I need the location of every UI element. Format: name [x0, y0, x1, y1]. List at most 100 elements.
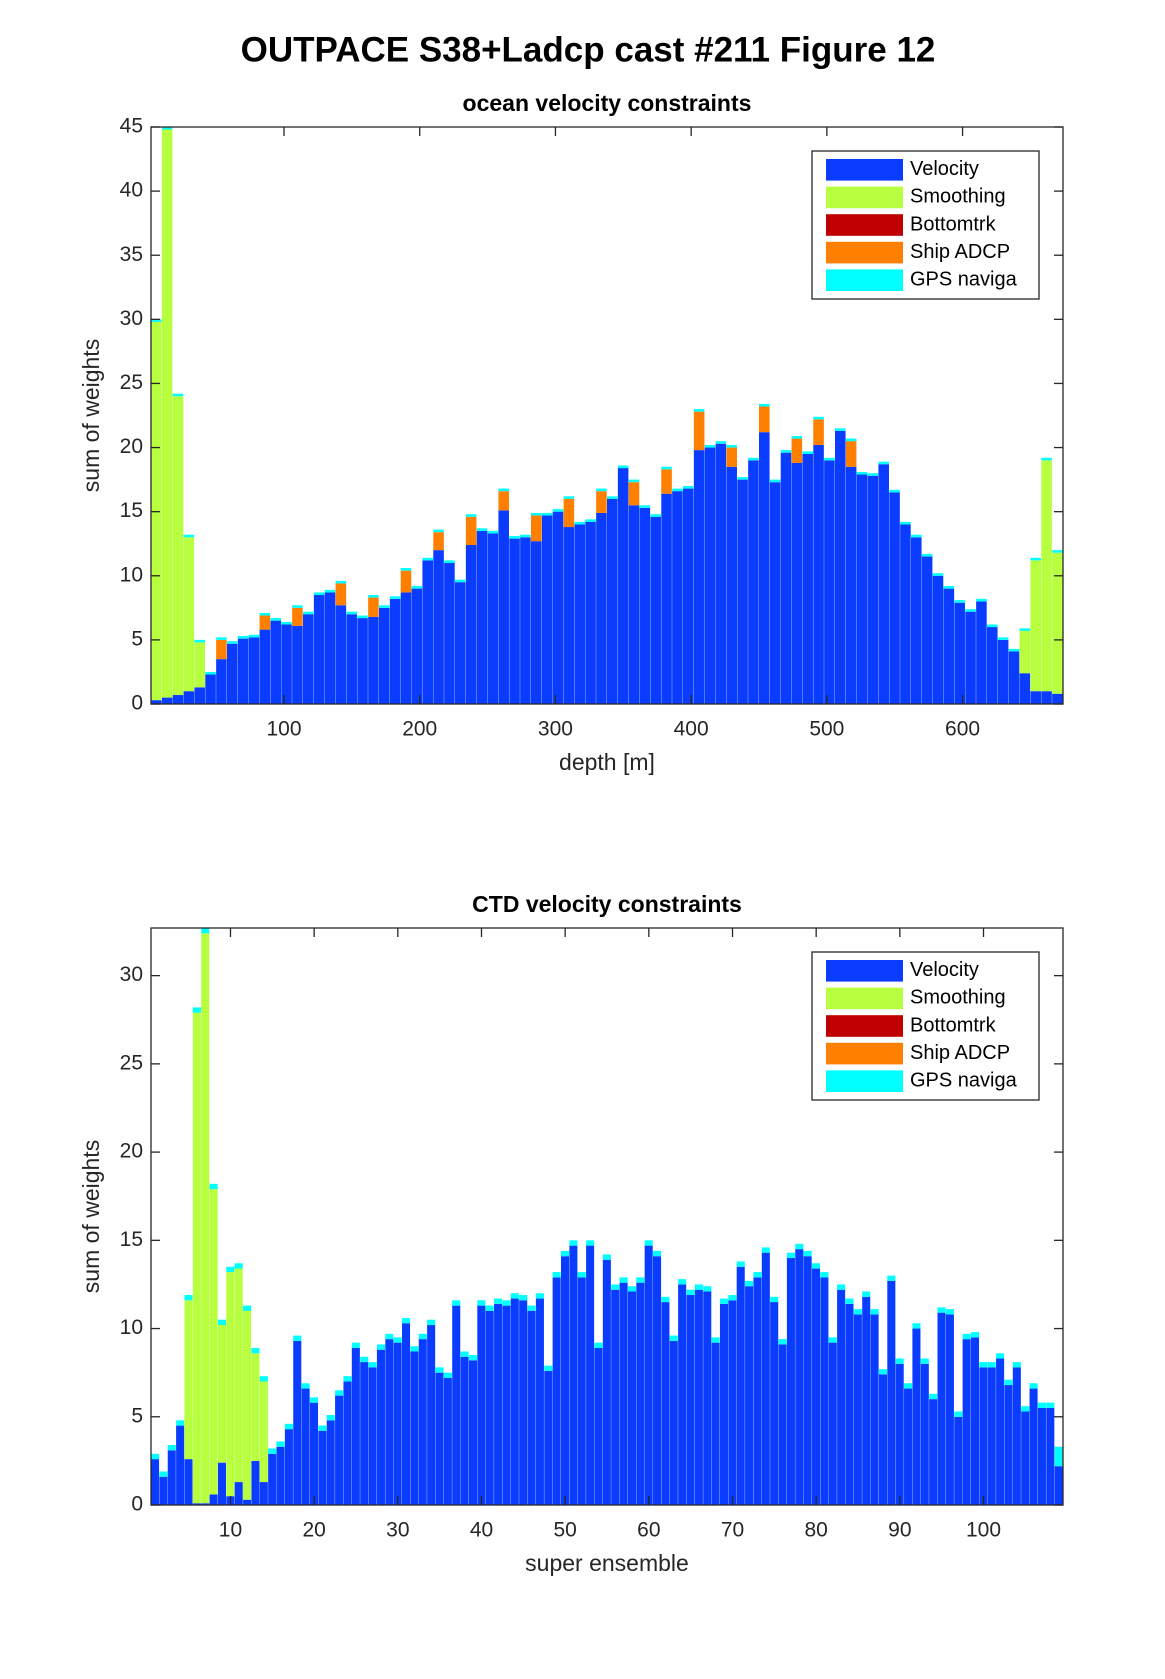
bar-segment	[726, 447, 737, 467]
bar-segment	[887, 1275, 896, 1281]
bar-segment	[487, 533, 499, 704]
bar-segment	[845, 441, 857, 467]
bar-segment	[161, 129, 173, 698]
bar-segment	[389, 598, 401, 704]
bar-segment	[987, 1367, 996, 1505]
bar-segment	[270, 620, 281, 704]
bar-segment	[672, 491, 683, 704]
bar-segment	[759, 432, 770, 704]
bar-segment	[586, 1240, 595, 1246]
bar-segment	[520, 537, 531, 704]
bar-segment	[669, 1335, 678, 1341]
bar-segment	[176, 1425, 185, 1505]
bar-segment	[943, 588, 955, 704]
bar-segment	[444, 560, 455, 563]
bar-segment	[318, 1425, 327, 1431]
bars	[151, 928, 1063, 1505]
bar-segment	[281, 624, 292, 704]
bar-segment	[704, 444, 716, 448]
bar-segment	[346, 611, 357, 615]
bar-segment	[1030, 557, 1041, 561]
bar-segment	[192, 1503, 201, 1505]
bar-segment	[853, 1314, 862, 1505]
bar-segment	[900, 521, 911, 525]
bar-segment	[217, 1462, 227, 1505]
bar-segment	[368, 595, 379, 598]
bar-segment	[243, 1499, 252, 1505]
bar-segment	[617, 465, 629, 469]
bar-segment	[452, 1305, 461, 1505]
bar-segment	[217, 1325, 227, 1463]
bar-segment	[477, 1305, 486, 1505]
bar-segment	[172, 695, 184, 704]
y-tick-label: 15	[120, 1228, 143, 1251]
bar-segment	[619, 1277, 628, 1283]
bar-segment	[292, 607, 303, 626]
bar-segment	[560, 1250, 570, 1257]
bar-segment	[485, 1310, 494, 1505]
bar-segment	[192, 1012, 201, 1504]
bar-segment	[937, 1307, 946, 1313]
bar-segment	[791, 462, 803, 704]
bar-segment	[862, 1296, 871, 1505]
bar-segment	[954, 600, 965, 603]
bar-segment	[737, 479, 748, 704]
bar-segment	[276, 1446, 285, 1505]
x-tick-label: 90	[888, 1519, 911, 1542]
y-tick-label: 45	[120, 115, 143, 138]
bar-segment	[335, 605, 347, 704]
bar-segment	[617, 468, 629, 704]
bar-segment	[728, 1300, 737, 1505]
bar-segment	[1052, 552, 1063, 694]
bar-segment	[594, 1342, 603, 1348]
bar-segment	[346, 614, 357, 704]
bar-segment	[422, 557, 433, 561]
bar-segment	[400, 592, 412, 704]
bar-segment	[201, 1503, 210, 1505]
bar-segment	[970, 1337, 980, 1505]
bar-segment	[259, 629, 271, 704]
bar-segment	[435, 1367, 444, 1373]
bar-segment	[900, 524, 911, 704]
bar-segment	[780, 452, 792, 704]
legend-label: Bottomtrk	[910, 1014, 997, 1036]
legend-label: Velocity	[910, 959, 979, 981]
bar-segment	[1030, 560, 1041, 692]
bar-segment	[856, 474, 868, 704]
bar-segment	[678, 1284, 687, 1505]
bar-segment	[669, 1340, 678, 1505]
bar-segment	[209, 1189, 218, 1495]
bar-segment	[824, 457, 835, 461]
bar-segment	[683, 488, 694, 704]
bar-segment	[161, 697, 173, 704]
bar-segment	[248, 634, 260, 638]
bar-segment	[227, 641, 238, 644]
bar-segment	[226, 1272, 235, 1497]
bar-segment	[726, 444, 737, 448]
bar-segment	[828, 1337, 837, 1343]
bar-segment	[962, 1333, 971, 1340]
bar-segment	[544, 1365, 553, 1371]
bar-segment	[694, 1284, 703, 1290]
bar-segment	[778, 1339, 787, 1345]
bar-segment	[845, 1303, 854, 1505]
bar-segment	[636, 1277, 645, 1283]
legend-label: GPS naviga	[910, 268, 1018, 290]
bar-segment	[468, 1355, 478, 1361]
bar-segment	[293, 1335, 302, 1341]
bar-segment	[410, 1351, 419, 1505]
bar-segment	[1008, 651, 1020, 704]
bar-segment	[357, 615, 368, 619]
x-tick-label: 100	[266, 718, 301, 741]
bar-segment	[243, 1305, 252, 1311]
y-tick-label: 10	[120, 1316, 143, 1339]
bar-segment	[644, 1245, 653, 1505]
bar-segment	[878, 464, 889, 704]
bar-segment	[400, 570, 412, 593]
x-tick-label: 100	[966, 1519, 1001, 1542]
bar-segment	[281, 621, 292, 625]
bar-segment	[786, 1257, 795, 1505]
bar-segment	[878, 1369, 887, 1375]
bar-segment	[921, 556, 933, 704]
